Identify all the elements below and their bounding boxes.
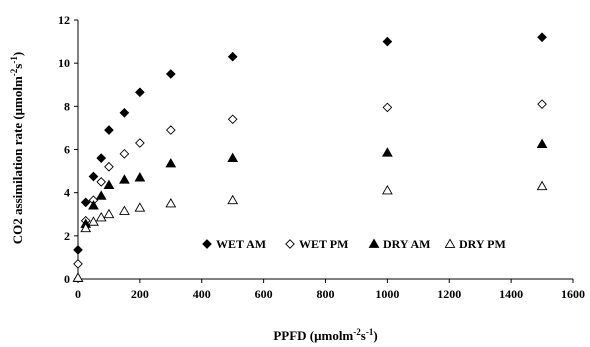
- wet-pm-point: [537, 99, 547, 110]
- x-tick-label: 1400: [499, 287, 523, 301]
- legend-label-wet-pm: WET PM: [299, 237, 348, 251]
- dry-pm-point: [381, 185, 393, 195]
- dry-am-point: [88, 200, 99, 210]
- wet-am-point: [227, 51, 238, 62]
- dry-am-point: [119, 174, 130, 184]
- x-tick-label: 400: [193, 287, 211, 301]
- legend-marker-dry-am: [368, 238, 380, 248]
- wet-am-point: [104, 125, 114, 135]
- dry-am-point: [536, 138, 548, 149]
- wet-pm-point: [119, 148, 130, 159]
- wet-am-point: [537, 32, 547, 43]
- x-tick-label: 1200: [437, 287, 461, 301]
- dry-pm-point: [72, 272, 84, 282]
- wet-pm-point: [227, 114, 238, 125]
- wet-am-point: [135, 87, 145, 98]
- x-tick-label: 200: [131, 287, 149, 301]
- wet-pm-point: [135, 138, 145, 148]
- y-tick-label: 4: [64, 186, 70, 200]
- wet-pm-point: [96, 177, 107, 187]
- wet-am-point: [165, 69, 176, 79]
- dry-am-point: [103, 179, 115, 190]
- legend: WET AM WET PM DRY AM DRY PM: [202, 237, 506, 251]
- wet-pm-point: [165, 125, 176, 135]
- y-tick-label: 0: [64, 272, 70, 286]
- dry-pm-point: [80, 222, 92, 233]
- wet-pm-point: [382, 102, 393, 113]
- dry-pm-point: [165, 197, 177, 208]
- y-tick-label: 6: [64, 143, 70, 157]
- x-axis-title: PPFD (μmolm-2s-1): [273, 327, 377, 343]
- dry-pm-point: [88, 216, 99, 226]
- dry-pm-point: [95, 211, 107, 222]
- x-tick-label: 800: [317, 287, 335, 301]
- legend-marker-dry-pm: [444, 238, 456, 248]
- legend-label-dry-pm: DRY PM: [459, 237, 506, 251]
- x-tick-label: 1000: [375, 287, 399, 301]
- x-tick-label: 600: [255, 287, 273, 301]
- wet-am-point: [88, 171, 99, 182]
- dry-pm-point: [134, 202, 146, 212]
- dry-pm-point: [119, 205, 130, 215]
- wet-am-point: [382, 36, 393, 47]
- y-axis-title: CO2 assimilation rate (μmolm-2s-1): [9, 52, 25, 244]
- legend-marker-wet-am: [202, 239, 212, 249]
- y-ticks: 0 2 4 6 8 10 12: [58, 13, 78, 286]
- y-tick-label: 8: [64, 99, 70, 113]
- y-tick-label: 10: [58, 56, 70, 70]
- dry-am-point: [227, 152, 239, 163]
- data-points: [72, 32, 548, 282]
- wet-pm-point: [104, 161, 114, 172]
- wet-am-point: [80, 197, 91, 208]
- y-tick-label: 2: [64, 229, 70, 243]
- legend-marker-wet-pm: [285, 239, 295, 249]
- legend-label-wet-am: WET AM: [216, 237, 266, 251]
- dry-am-point: [95, 190, 107, 200]
- wet-am-point: [96, 153, 107, 163]
- dry-pm-point: [227, 194, 239, 205]
- x-tick-label: 0: [75, 287, 81, 301]
- x-tick-label: 1600: [561, 287, 585, 301]
- dry-am-point: [134, 172, 146, 182]
- legend-label-dry-am: DRY AM: [383, 237, 430, 251]
- x-ticks: 0 200 400 600 800 1000 1200 1400 1600: [75, 279, 585, 301]
- wet-am-point: [119, 107, 130, 118]
- dry-pm-point: [103, 208, 115, 219]
- wet-pm-point: [73, 259, 83, 269]
- wet-am-point: [73, 245, 83, 255]
- y-tick-label: 12: [58, 13, 70, 27]
- dry-am-point: [381, 147, 393, 157]
- dry-am-point: [165, 158, 177, 168]
- dry-pm-point: [536, 180, 548, 191]
